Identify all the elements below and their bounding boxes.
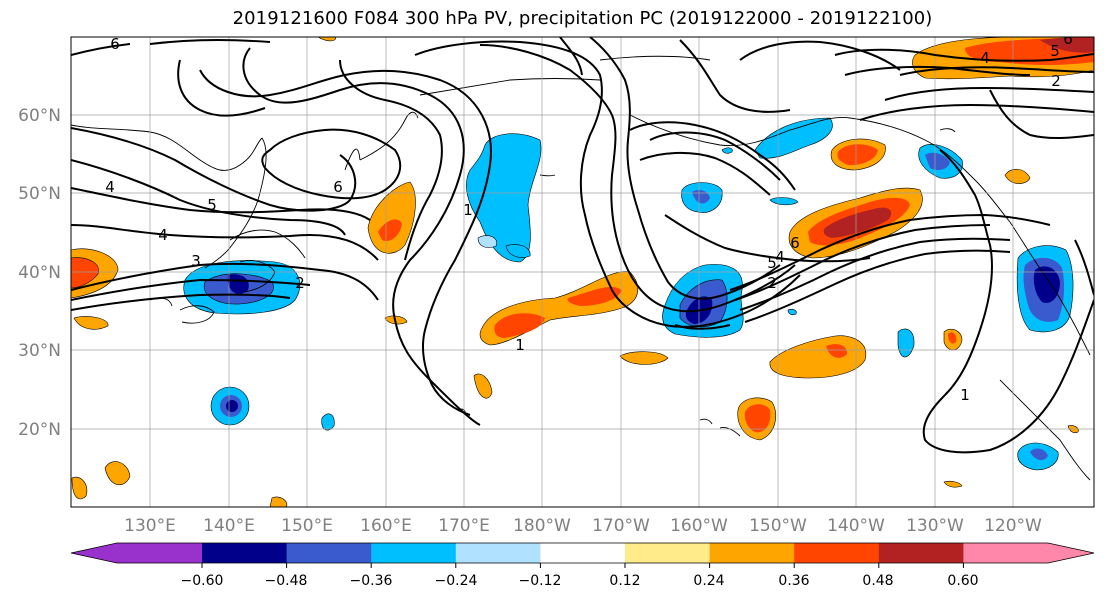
colorbar-segment xyxy=(794,543,880,563)
lon-label: 150°E xyxy=(281,516,333,536)
colorbar-tick-label: −0.48 xyxy=(265,573,308,589)
colorbar-segment xyxy=(963,543,1049,563)
colorbar-tick-label: −0.12 xyxy=(519,573,562,589)
lat-label: 50°N xyxy=(18,184,61,204)
colorbar-tick-label: 0.36 xyxy=(778,573,809,589)
lon-label: 160°E xyxy=(360,516,412,536)
lon-label: 180°W xyxy=(513,516,571,536)
colorbar-tick-label: −0.36 xyxy=(350,573,393,589)
lon-label: 130°E xyxy=(124,516,176,536)
lat-label: 60°N xyxy=(18,106,61,126)
colorbar-tick-label: −0.60 xyxy=(181,573,224,589)
pv-contours xyxy=(71,37,1094,454)
colorbar-ticks: −0.60 −0.48 −0.36 −0.24 −0.12 0.12 0.24 … xyxy=(181,573,979,589)
colorbar-segment xyxy=(371,543,457,563)
colorbar-tick-label: 0.48 xyxy=(862,573,893,589)
lat-label: 20°N xyxy=(18,420,61,440)
lat-label: 30°N xyxy=(18,341,61,361)
colorbar-tick-label: −0.24 xyxy=(435,573,478,589)
contour-label: 4 xyxy=(775,248,785,266)
contour-label: 6 xyxy=(110,35,120,53)
colorbar xyxy=(70,542,1095,568)
precip-shading xyxy=(71,37,1094,507)
lon-label: 150°W xyxy=(749,516,807,536)
contour-label: 2 xyxy=(295,274,305,292)
lon-label: 170°W xyxy=(592,516,650,536)
contour-label: 2 xyxy=(767,274,777,292)
contour-label: 5 xyxy=(207,196,217,214)
contour-label: 5 xyxy=(1050,42,1060,60)
contour-label: 1 xyxy=(960,386,970,404)
negative-anomaly-172e xyxy=(466,133,542,263)
contour-labels: 6 4 5 6 4 3 2 1 1 6 5 4 2 4 5 6 2 1 xyxy=(105,30,1073,404)
contour-label: 6 xyxy=(1063,30,1073,48)
longitude-labels: 130°E 140°E 150°E 160°E 170°E 180°W 170°… xyxy=(124,516,1042,536)
colorbar-segment xyxy=(117,543,203,563)
colorbar-tick-label: 0.60 xyxy=(947,573,978,589)
contour-label: 6 xyxy=(333,178,343,196)
map-title: 2019121600 F084 300 hPa PV, precipitatio… xyxy=(232,8,933,29)
colorbar-segment xyxy=(625,543,711,563)
colorbar-segment xyxy=(709,543,795,563)
colorbar-segment xyxy=(455,543,541,563)
contour-label: 1 xyxy=(463,201,473,219)
lon-label: 120°W xyxy=(984,516,1042,536)
contour-label: 6 xyxy=(790,234,800,252)
contour-label: 2 xyxy=(1051,72,1061,90)
lon-label: 160°W xyxy=(670,516,728,536)
colorbar-extend-high xyxy=(1048,543,1094,563)
contour-label: 3 xyxy=(191,252,201,270)
lat-label: 40°N xyxy=(18,263,61,283)
colorbar-tick-label: 0.24 xyxy=(693,573,724,589)
contour-label: 4 xyxy=(158,226,168,244)
latitude-labels: 60°N 50°N 40°N 30°N 20°N xyxy=(18,106,61,440)
contour-label: 4 xyxy=(980,49,990,67)
colorbar-segment xyxy=(540,543,626,563)
lon-label: 140°E xyxy=(203,516,255,536)
lon-label: 170°E xyxy=(438,516,490,536)
colorbar-extend-low xyxy=(71,543,117,563)
colorbar-tick-label: 0.12 xyxy=(609,573,640,589)
contour-label: 4 xyxy=(105,178,115,196)
contour-label: 5 xyxy=(767,254,777,272)
lon-label: 130°W xyxy=(906,516,964,536)
lon-label: 140°W xyxy=(827,516,885,536)
contour-label: 1 xyxy=(515,336,525,354)
colorbar-segment xyxy=(878,543,964,563)
colorbar-segment xyxy=(202,543,288,563)
colorbar-segment xyxy=(286,543,372,563)
